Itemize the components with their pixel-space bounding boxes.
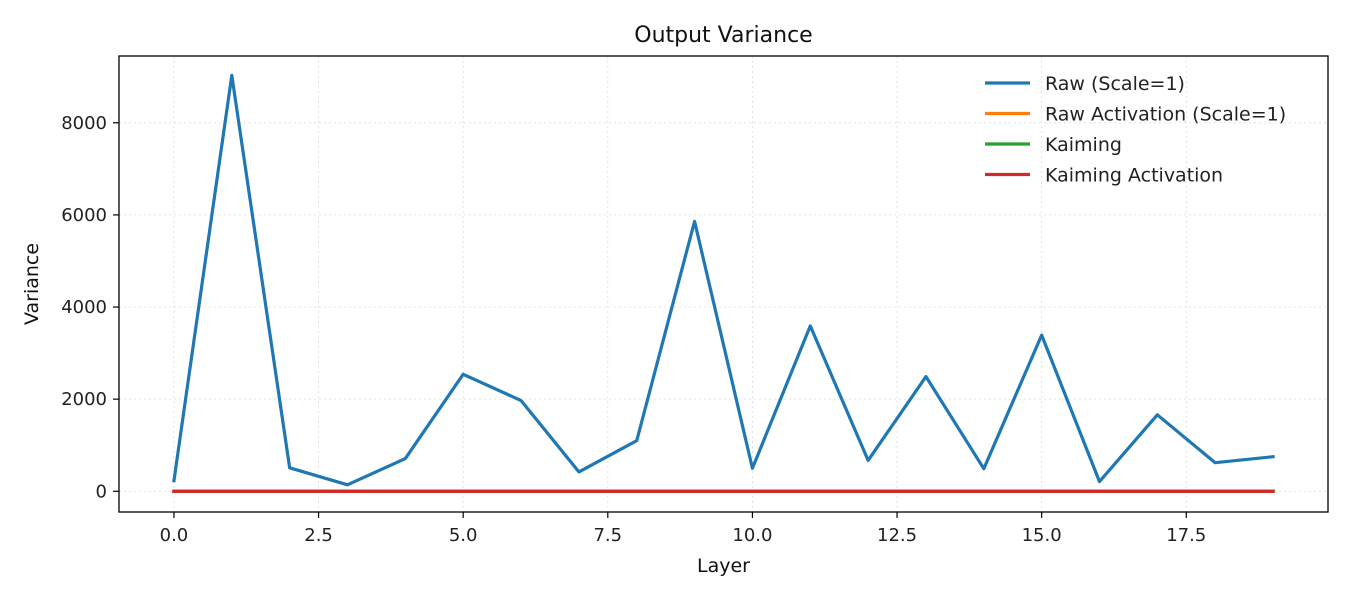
legend-label: Raw (Scale=1) (1045, 73, 1185, 95)
legend: Raw (Scale=1) Raw Activation (Scale=1) Kai… (985, 73, 1286, 187)
x-tick-label: 15.0 (1022, 525, 1062, 546)
x-tick-label: 0.0 (160, 525, 189, 546)
chart-title: Output Variance (634, 23, 812, 48)
series-lines (172, 73, 1275, 493)
y-tick-label: 8000 (61, 113, 107, 134)
legend-label: Kaiming (1045, 134, 1122, 156)
plot-frame (118, 55, 1329, 513)
y-tick-label: 2000 (61, 389, 107, 410)
x-axis-ticks: 0.0 2.5 5.0 7.5 10.0 12.5 15.0 17.5 (160, 512, 1206, 546)
legend-label: Kaiming Activation (1045, 165, 1223, 187)
legend-label: Raw Activation (Scale=1) (1045, 104, 1286, 126)
x-tick-label: 2.5 (304, 525, 333, 546)
y-tick-label: 0 (96, 481, 107, 502)
x-axis-title: Layer (697, 555, 750, 577)
x-tick-label: 7.5 (593, 525, 622, 546)
series-line-1 (172, 73, 1275, 487)
y-tick-label: 4000 (61, 297, 107, 318)
y-axis-title: Variance (21, 243, 43, 325)
x-tick-label: 5.0 (449, 525, 478, 546)
x-tick-label: 17.5 (1166, 525, 1206, 546)
x-tick-label: 12.5 (877, 525, 917, 546)
y-tick-label: 6000 (61, 205, 107, 226)
y-axis-ticks: 0 2000 4000 6000 8000 (61, 113, 119, 502)
x-tick-label: 10.0 (732, 525, 772, 546)
